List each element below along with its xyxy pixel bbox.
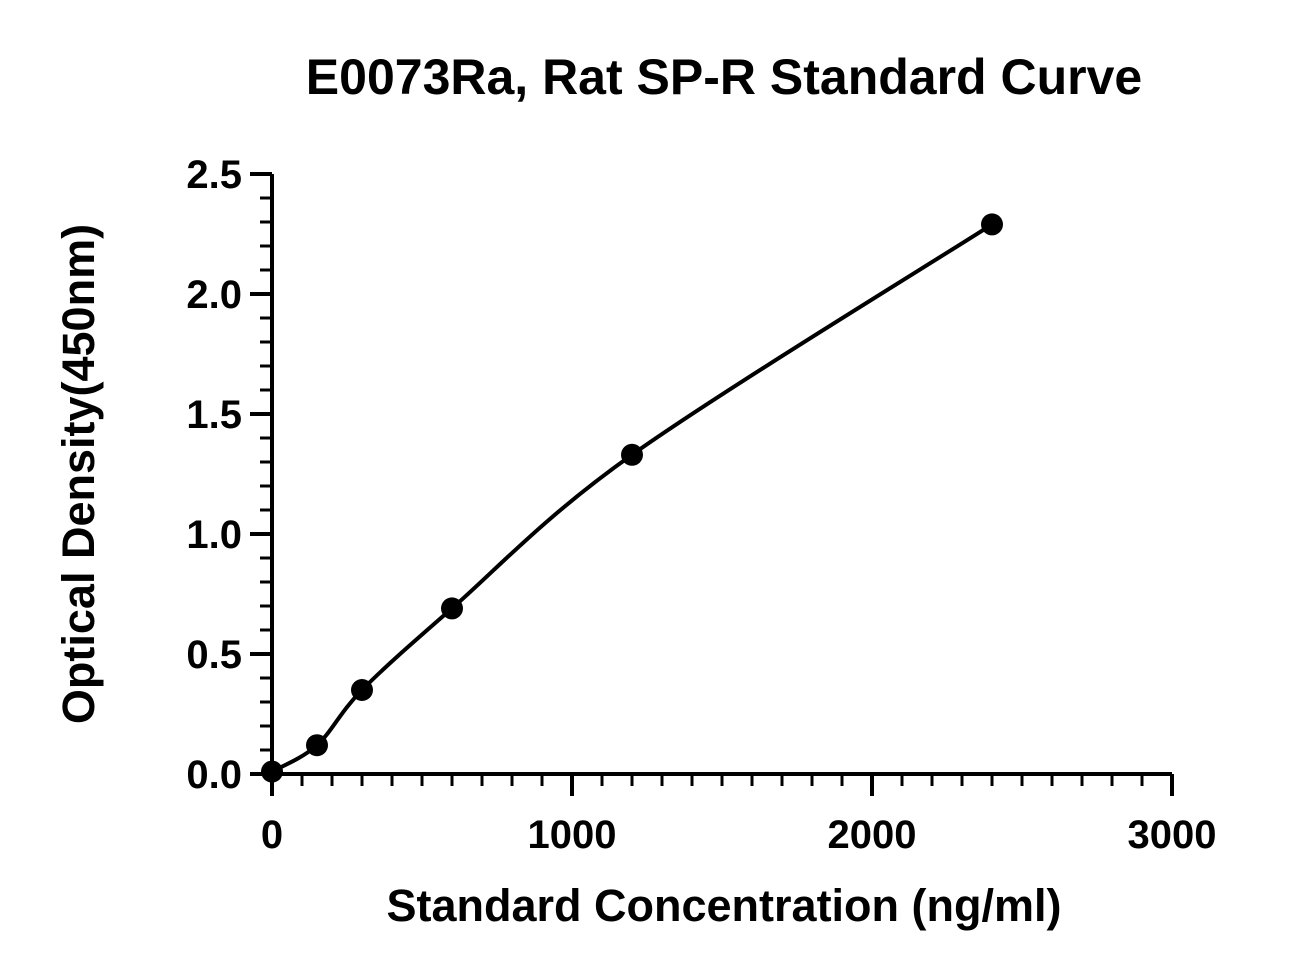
x-axis-label: Standard Concentration (ng/ml) bbox=[387, 880, 1062, 931]
x-tick-label: 3000 bbox=[1128, 813, 1217, 857]
plot-area: 0.0 0.5 1.0 1.5 2.0 2.5 0 1000 2000 3000 bbox=[186, 153, 1216, 857]
chart-title: E0073Ra, Rat SP-R Standard Curve bbox=[306, 49, 1142, 105]
x-tick-label: 1000 bbox=[528, 813, 617, 857]
y-tick-label: 0.0 bbox=[186, 753, 242, 797]
y-tick-label: 0.5 bbox=[186, 633, 242, 677]
x-tick-label: 0 bbox=[261, 813, 283, 857]
data-point bbox=[441, 597, 463, 620]
data-point bbox=[306, 734, 328, 757]
data-point bbox=[621, 443, 643, 466]
y-tick-label: 2.5 bbox=[186, 153, 242, 197]
y-tick-label: 1.0 bbox=[186, 513, 242, 557]
y-axis-label: Optical Density(450nm) bbox=[53, 224, 104, 724]
data-point bbox=[351, 679, 373, 701]
data-point bbox=[981, 213, 1003, 236]
data-point bbox=[261, 760, 283, 783]
y-tick-label: 2.0 bbox=[186, 273, 242, 317]
x-tick-label: 2000 bbox=[828, 813, 917, 857]
fit-curve bbox=[270, 222, 994, 774]
y-tick-label: 1.5 bbox=[186, 393, 242, 437]
